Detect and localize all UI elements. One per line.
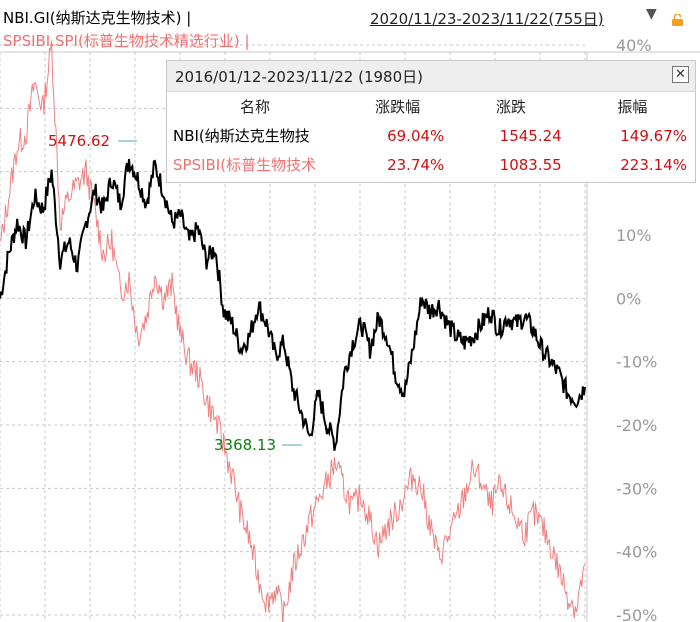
- close-button[interactable]: ✕: [672, 66, 689, 83]
- high-annotation: 5476.62: [48, 132, 137, 150]
- gridlines: [0, 44, 587, 622]
- table-header-row: 名称 涨跌幅 涨跌 振幅: [167, 92, 695, 121]
- panel-header: 2016/01/12-2023/11/22 (1980日) ✕: [167, 61, 695, 92]
- series-nbi-title[interactable]: NBI.GI(纳斯达克生物技术) |: [3, 9, 192, 27]
- row-chg: 1545.24: [499, 126, 562, 145]
- y-tick-label: -40%: [616, 543, 657, 562]
- series-nbi-line: [0, 159, 586, 451]
- series-spsibi-title[interactable]: SPSIBI.SPI(标普生物技术精选行业) |: [3, 32, 250, 50]
- panel-title: 2016/01/12-2023/11/22 (1980日): [175, 68, 423, 86]
- row-pct: 23.74%: [387, 155, 445, 174]
- date-range-selector[interactable]: 2020/11/23-2023/11/22(755日): [370, 10, 604, 28]
- row-amp: 149.67%: [620, 126, 687, 145]
- low-value-label: 3368.13: [214, 436, 276, 454]
- y-tick-label: -50%: [616, 606, 657, 622]
- stats-table: 名称 涨跌幅 涨跌 振幅 NBI(纳斯达克生物技 69.04% 1545.24 …: [167, 92, 695, 179]
- row-chg: 1083.55: [499, 155, 562, 174]
- col-pct-header: 涨跌幅: [375, 98, 421, 116]
- y-tick-label: 40%: [616, 36, 652, 55]
- lock-icon[interactable]: [671, 14, 684, 26]
- dropdown-icon[interactable]: ▼: [646, 6, 657, 22]
- col-chg-header: 涨跌: [495, 98, 526, 116]
- y-tick-label: 10%: [616, 226, 652, 245]
- high-value-label: 5476.62: [48, 132, 110, 150]
- interval-stats-panel: 2016/01/12-2023/11/22 (1980日) ✕ 名称 涨跌幅 涨…: [166, 60, 696, 183]
- table-row[interactable]: SPSIBI(标普生物技术 23.74% 1083.55 223.14%: [167, 150, 695, 179]
- col-amp-header: 振幅: [617, 98, 648, 116]
- series-spsibi-line: [0, 40, 586, 622]
- low-annotation: 3368.13: [214, 436, 302, 454]
- y-tick-label: -30%: [616, 479, 657, 498]
- row-amp: 223.14%: [620, 155, 687, 174]
- y-tick-label: -10%: [616, 353, 657, 372]
- col-name-header: 名称: [239, 98, 270, 116]
- row-name: NBI(纳斯达克生物技: [173, 127, 310, 145]
- row-name: SPSIBI(标普生物技术: [173, 156, 317, 174]
- y-tick-label: -20%: [616, 416, 657, 435]
- y-tick-label: 0%: [616, 289, 641, 308]
- row-pct: 69.04%: [387, 126, 445, 145]
- chart-header: NBI.GI(纳斯达克生物技术) | SPSIBI.SPI(标普生物技术精选行业…: [0, 0, 700, 52]
- table-row[interactable]: NBI(纳斯达克生物技 69.04% 1545.24 149.67%: [167, 121, 695, 150]
